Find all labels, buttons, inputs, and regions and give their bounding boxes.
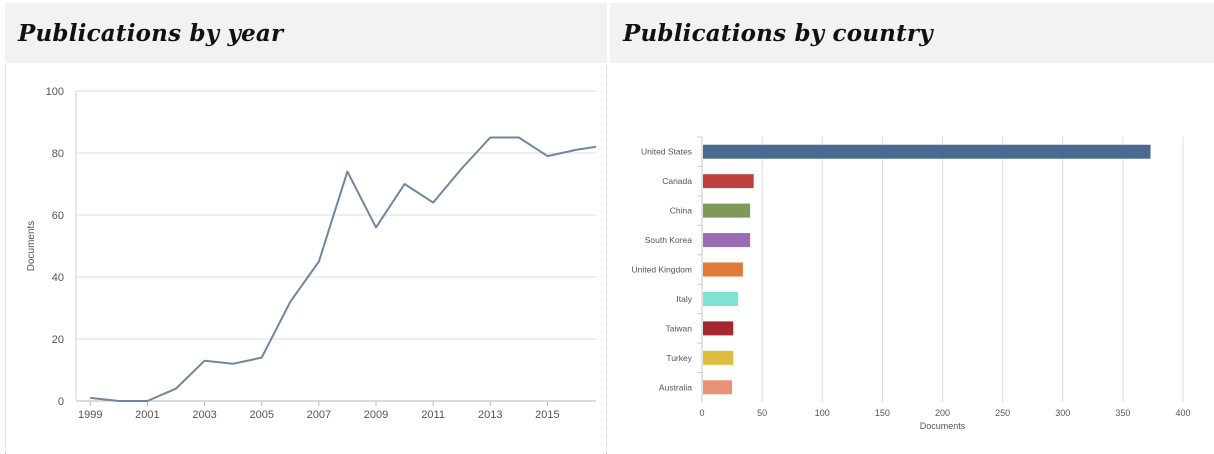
bar xyxy=(703,291,739,306)
data-point xyxy=(259,355,265,361)
y-tick-label: 60 xyxy=(52,210,64,222)
data-point xyxy=(144,398,150,404)
x-tick-label: 150 xyxy=(875,408,890,418)
bar xyxy=(703,350,734,365)
y-axis-label: Documents xyxy=(26,221,37,272)
category-label: Taiwan xyxy=(666,323,693,333)
y-tick-label: 80 xyxy=(52,148,64,160)
publications-by-country-panel: Publications by country 0 50 100 150 200 250 3… xyxy=(610,0,1214,454)
x-tick-label: 2009 xyxy=(364,409,388,421)
data-point xyxy=(402,181,408,187)
data-point xyxy=(459,166,465,172)
x-tick-label: 300 xyxy=(1055,408,1070,418)
x-tick-label: 200 xyxy=(935,408,950,418)
x-tick-label: 0 xyxy=(699,408,704,418)
x-tick-label: 2005 xyxy=(249,409,273,421)
x-tick-label: 2001 xyxy=(135,409,159,421)
x-tick-label: 50 xyxy=(757,408,767,418)
category-label: Italy xyxy=(676,294,692,304)
y-tick-label: 40 xyxy=(52,272,64,284)
category-label: South Korea xyxy=(645,235,693,245)
category-label: Canada xyxy=(662,176,692,186)
x-tick-label: 100 xyxy=(815,408,830,418)
bar xyxy=(703,174,754,189)
data-point xyxy=(516,135,522,141)
data-point xyxy=(116,398,122,404)
category-label: Turkey xyxy=(666,353,692,363)
bar xyxy=(703,233,751,248)
bar xyxy=(703,321,734,336)
country-panel-header: Publications by country xyxy=(610,3,1214,63)
y-tick-label: 100 xyxy=(46,86,64,98)
x-tick-label: 2003 xyxy=(192,409,216,421)
x-tick-label: 2007 xyxy=(307,409,331,421)
data-point xyxy=(344,169,350,175)
data-point xyxy=(544,153,550,159)
data-point xyxy=(87,395,93,401)
data-point xyxy=(173,386,179,392)
y-tick-label: 0 xyxy=(58,396,64,408)
x-tick-label: 350 xyxy=(1115,408,1130,418)
bar xyxy=(703,203,751,218)
x-tick-label: 2011 xyxy=(421,409,445,421)
series-line xyxy=(90,136,597,402)
data-point xyxy=(373,224,379,230)
country-bar-chart: 0 50 100 150 200 250 300 350 400 Documents United … xyxy=(632,136,1191,431)
category-label: United Kingdom xyxy=(632,265,692,275)
x-tick-label: 1999 xyxy=(78,409,102,421)
data-point xyxy=(573,147,579,153)
data-point xyxy=(202,358,208,364)
x-axis-label: Documents xyxy=(920,421,966,431)
country-panel-title: Publications by country xyxy=(623,20,933,47)
y-tick-label: 20 xyxy=(52,334,64,346)
year-panel-title: Publications by year xyxy=(18,20,284,47)
x-tick-label: 2015 xyxy=(535,409,559,421)
category-label: China xyxy=(670,206,692,216)
category-label: United States xyxy=(641,147,692,157)
year-line-chart: 0 20 40 60 80 100 1999 2001 2003 2005 2007 2009 2011… xyxy=(26,86,599,421)
publications-by-year-panel: Publications by year 0 20 40 60 80 100 1999 200… xyxy=(5,0,607,454)
x-tick-label: 2013 xyxy=(478,409,502,421)
bar xyxy=(703,380,733,395)
data-point xyxy=(487,135,493,141)
year-chart-container: 0 20 40 60 80 100 1999 2001 2003 2005 2007 2009 2011… xyxy=(5,65,607,454)
x-tick-label: 250 xyxy=(995,408,1010,418)
data-point xyxy=(287,299,293,305)
year-panel-header: Publications by year xyxy=(5,3,607,63)
data-point xyxy=(430,200,436,206)
data-point xyxy=(593,144,599,150)
bar xyxy=(703,262,743,277)
x-tick-label: 400 xyxy=(1175,408,1190,418)
bar xyxy=(703,144,1151,159)
data-point xyxy=(230,361,236,367)
country-chart-container: 0 50 100 150 200 250 300 350 400 Documents United … xyxy=(610,65,1214,454)
data-point xyxy=(316,259,322,265)
category-label: Australia xyxy=(659,382,692,392)
